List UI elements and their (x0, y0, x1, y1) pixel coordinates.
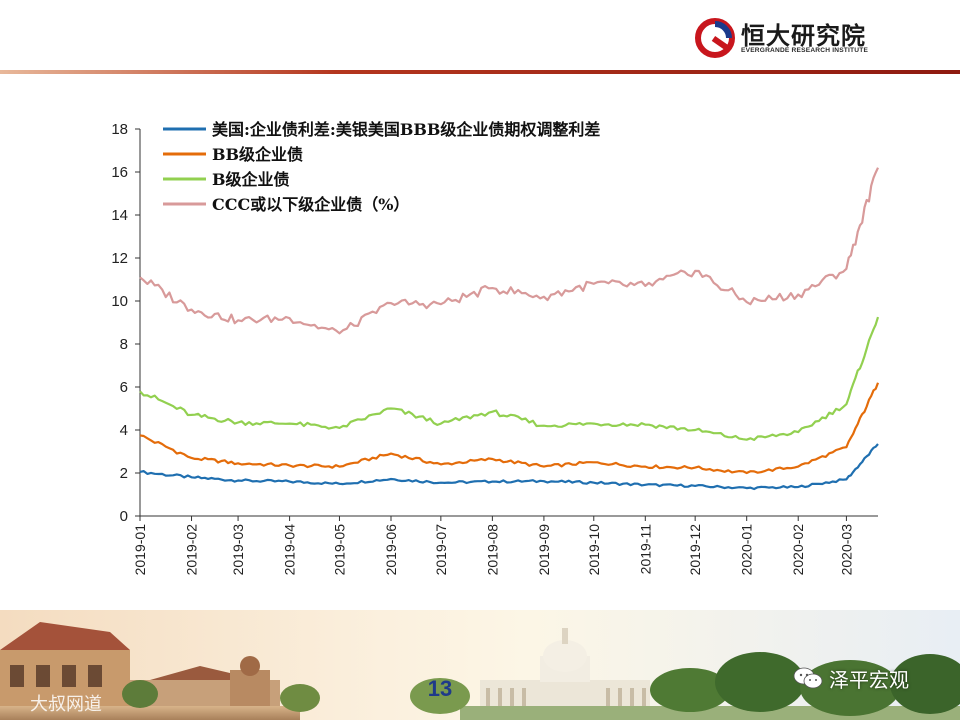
page-number: 13 (427, 676, 453, 701)
y-tick-label: 4 (120, 422, 128, 439)
y-tick-label: 2 (120, 465, 128, 482)
x-tick-label: 2020-03 (838, 524, 854, 576)
evergrande-logo: 恒大研究院 EVERGRANDE RESEARCH INSTITUTE (693, 14, 893, 64)
slide-header: 恒大研究院 EVERGRANDE RESEARCH INSTITUTE (0, 0, 960, 74)
y-tick-label: 16 (111, 164, 128, 181)
chart-legend: 美国:企业债利差:美银美国BBB级企业债期权调整利差 BB级企业债 B级企业债 CCC… (163, 120, 600, 214)
legend-label-2: BB级企业债 (212, 145, 303, 164)
watermark-left: 大叔网道 (30, 694, 102, 715)
watermark-right-label: 泽平宏观 (829, 668, 909, 692)
series-line-1 (139, 443, 879, 491)
legend-label-3: B级企业债 (212, 170, 290, 189)
logo-subtitle: EVERGRANDE RESEARCH INSTITUTE (741, 47, 869, 54)
chart-lines (139, 167, 880, 491)
x-tick-label: 2019-10 (586, 524, 602, 576)
y-tick-label: 10 (111, 293, 128, 310)
x-tick-label: 2020-01 (739, 524, 755, 576)
x-tick-label: 2019-04 (282, 524, 298, 576)
x-tick-label: 2019-03 (230, 524, 246, 576)
y-tick-label: 6 (120, 379, 128, 396)
x-tick-label: 2019-12 (687, 524, 703, 576)
series-line-2 (139, 382, 880, 475)
y-tick-label: 18 (111, 121, 128, 138)
y-tick-label: 14 (111, 207, 128, 224)
y-tick-label: 8 (120, 336, 128, 353)
x-tick-label: 2019-11 (637, 524, 653, 575)
logo-name: 恒大研究院 (741, 22, 866, 50)
x-tick-label: 2019-09 (536, 524, 552, 576)
x-tick-label: 2020-02 (790, 524, 806, 576)
x-tick-label: 2019-06 (383, 524, 399, 576)
chart-axes: 0 2 4 6 8 10 12 14 16 18 2019-01 2019-02 2019-03 2019… (111, 121, 878, 575)
x-tick-label: 2019-07 (433, 524, 449, 576)
footer-buildings-illustration (0, 610, 960, 720)
x-tick-label: 2019-08 (484, 524, 500, 576)
x-tick-label: 2019-02 (184, 524, 200, 576)
series-line-4 (139, 167, 879, 335)
wechat-icon (793, 667, 823, 689)
slide-footer: 13 大叔网道 泽平宏观 (0, 610, 960, 720)
evergrande-emblem-icon (695, 18, 735, 58)
spread-line-chart: 0 2 4 6 8 10 12 14 16 18 2019-01 2019-02 2019-03 2019… (111, 120, 880, 575)
y-tick-label: 0 (120, 508, 128, 525)
series-line-3 (139, 316, 880, 441)
legend-label-1: 美国:企业债利差:美银美国BBB级企业债期权调整利差 (212, 120, 600, 139)
x-tick-label: 2019-05 (331, 524, 347, 576)
legend-label-4: CCC或以下级企业债（%） (212, 195, 409, 214)
y-tick-label: 12 (111, 250, 128, 267)
x-tick-label: 2019-01 (132, 524, 148, 576)
header-divider (0, 70, 960, 74)
